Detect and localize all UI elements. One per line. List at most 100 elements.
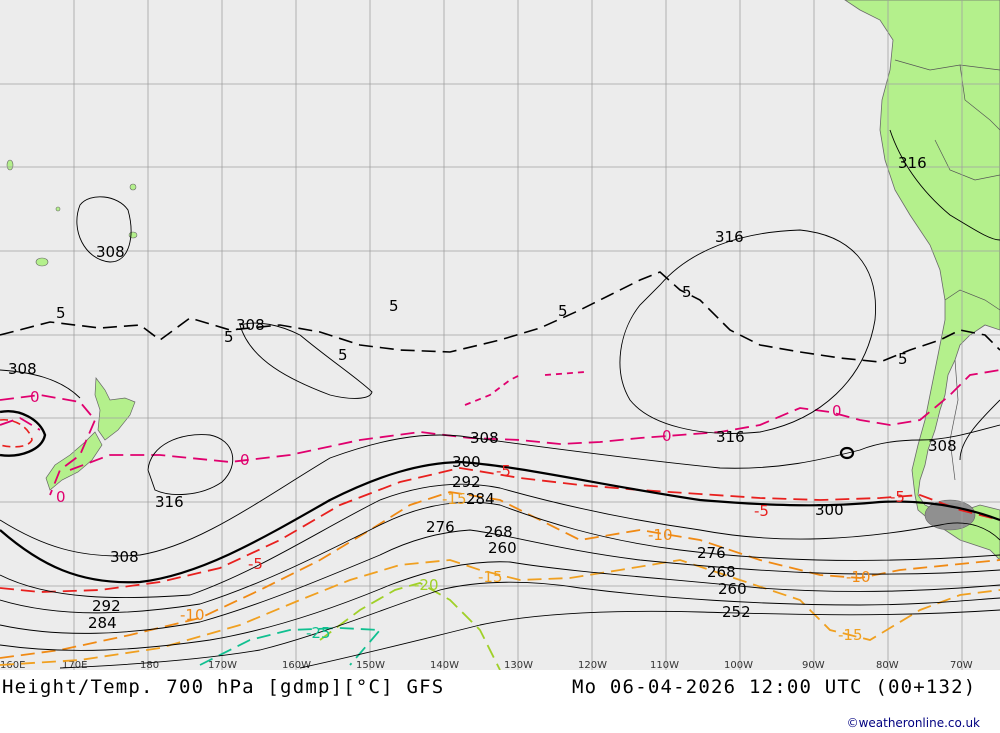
- temp-label: -10: [648, 526, 673, 544]
- height-label: 276: [426, 518, 455, 536]
- height-contour-252: [299, 609, 1000, 669]
- temp-label: 0: [30, 388, 40, 406]
- temp-label: -25: [306, 624, 331, 642]
- temp-label: -5: [248, 555, 263, 573]
- height-label: 316: [898, 154, 927, 172]
- temp-label: 5: [224, 328, 234, 346]
- height-contour-300: [0, 460, 1000, 584]
- height-label: 308: [928, 437, 957, 455]
- weather-map: 160E 170E 180 170W 160W 150W 140W 130W 1…: [0, 0, 1000, 670]
- height-contour-316-east: [619, 229, 876, 434]
- height-label: 268: [484, 523, 513, 541]
- height-label: 308: [110, 548, 139, 566]
- height-label: 308: [8, 360, 37, 378]
- height-contour-308-nw: [76, 196, 132, 263]
- lon-tick: 100W: [724, 660, 753, 670]
- temp-label: -10: [180, 606, 205, 624]
- height-label: 308: [96, 243, 125, 261]
- temp-labels: 5 5 5 5 5 5 5 0 0 0 0 0 -5 -5 -5 -5 -10 …: [30, 283, 908, 644]
- temp-closed-west: [0, 418, 33, 448]
- temp-label: 0: [56, 488, 66, 506]
- temp-label: -5: [496, 462, 511, 480]
- lon-tick: 120W: [578, 660, 607, 670]
- lon-tick: 70W: [950, 660, 973, 670]
- height-contour-268: [0, 561, 1000, 651]
- lon-tick: 110W: [650, 660, 679, 670]
- height-label: 316: [716, 428, 745, 446]
- temp-label: 5: [682, 283, 692, 301]
- height-contour-260: [59, 581, 1000, 669]
- temp-label: 0: [240, 451, 250, 469]
- temp-contour-minus20: [319, 582, 501, 670]
- lat-lon-grid: [0, 0, 1000, 670]
- lon-tick: 140W: [430, 660, 459, 670]
- temp-label: -15: [478, 568, 503, 586]
- height-contours: [0, 129, 1000, 669]
- lon-tick: 150W: [356, 660, 385, 670]
- temperature-contours: [0, 271, 1000, 670]
- temp-label: 5: [338, 346, 348, 364]
- height-label: 260: [718, 580, 747, 598]
- temp-label: -5: [890, 488, 905, 506]
- height-label: 300: [815, 501, 844, 519]
- new-zealand-north-island: [94, 377, 136, 441]
- closed-low-west: [0, 410, 47, 457]
- height-label: 308: [236, 316, 265, 334]
- height-contour-308-mid: [239, 322, 373, 399]
- temp-contour-minus5: [0, 467, 1000, 593]
- height-contour-276: [0, 529, 1000, 634]
- height-contour-316-sa: [889, 129, 1000, 241]
- height-label: 316: [155, 493, 184, 511]
- height-label: 292: [452, 473, 481, 491]
- temp-label: 0: [832, 402, 842, 420]
- height-contour-316-nz: [147, 434, 234, 495]
- lon-tick: 90W: [802, 660, 825, 670]
- height-label: 284: [88, 614, 117, 632]
- temp-contour-plus5: [0, 271, 1000, 363]
- height-contour-284: [0, 501, 1000, 614]
- height-contour-308-main: [0, 424, 1000, 557]
- south-america-landmass: [844, 0, 1000, 561]
- lon-tick: 80W: [876, 660, 899, 670]
- height-contour-308-sa: [959, 399, 1000, 461]
- temp-label: 5: [389, 297, 399, 315]
- height-labels: 308 308 308 316 308 316 308 308 316 300 …: [8, 154, 957, 632]
- lon-tick: 180: [140, 660, 159, 670]
- temp-contour-0c: [464, 371, 586, 406]
- country-borders: [894, 59, 1000, 481]
- height-label: 316: [715, 228, 744, 246]
- height-label: 268: [707, 563, 736, 581]
- pacific-islands: [6, 159, 976, 531]
- temp-label: -20: [414, 576, 439, 594]
- temp-contour-minus25: [199, 627, 382, 666]
- temp-label: 5: [898, 350, 908, 368]
- height-label: 308: [470, 429, 499, 447]
- temp-contour-minus15: [0, 559, 1000, 666]
- height-label: 292: [92, 597, 121, 615]
- closed-height-center: [839, 446, 855, 460]
- lon-tick: 170W: [208, 660, 237, 670]
- height-label: 276: [697, 544, 726, 562]
- temp-label: 0: [662, 427, 672, 445]
- temp-label: -15: [442, 490, 467, 508]
- map-title: Height/Temp. 700 hPa [gdmp][°C] GFS: [2, 676, 445, 698]
- temp-contour-minus10: [0, 491, 1000, 659]
- temp-label: -15: [838, 626, 863, 644]
- temp-label: -5: [754, 502, 769, 520]
- height-label: 252: [722, 603, 751, 621]
- temp-contour-0b: [69, 369, 1000, 471]
- lon-tick: 130W: [504, 660, 533, 670]
- valid-time: Mo 06-04-2026 12:00 UTC (00+132): [572, 676, 977, 698]
- height-contour-308-west: [0, 369, 81, 399]
- temp-label: -10: [846, 568, 871, 586]
- credit-link[interactable]: ©weatheronline.co.uk: [846, 716, 980, 730]
- height-label: 300: [452, 453, 481, 471]
- height-contour-292: [0, 483, 1000, 599]
- height-label: 284: [466, 490, 495, 508]
- height-label: 260: [488, 539, 517, 557]
- lon-tick: 160W: [282, 660, 311, 670]
- lon-tick: 170E: [62, 660, 87, 670]
- temp-contour-0d: [0, 417, 41, 431]
- temp-label: 5: [56, 304, 66, 322]
- temp-label: 5: [558, 302, 568, 320]
